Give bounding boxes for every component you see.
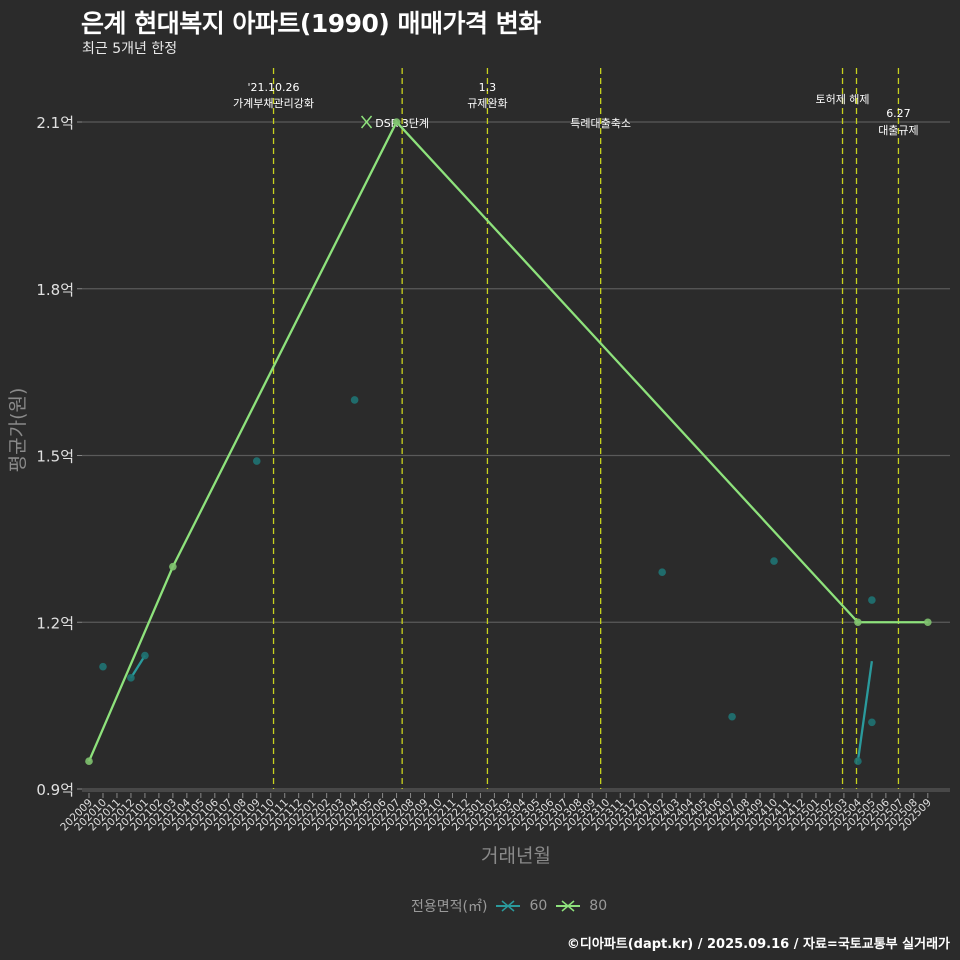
series-60-point: [854, 757, 862, 766]
event-label: 규제완화: [467, 97, 507, 110]
series-60-point: [770, 557, 778, 565]
y-tick-label: 0.9억: [36, 781, 74, 799]
event-label: 특례대출축소: [570, 117, 631, 130]
series-80-point: [169, 562, 177, 571]
source-caption: ©디아파트(dapt.kr) / 2025.09.16 / 자료=국토교통부 실…: [566, 937, 950, 952]
event-label: 대출규제: [878, 124, 918, 137]
series-60-point: [350, 396, 359, 404]
x-axis-title: 거래년월: [481, 845, 551, 867]
event-label: DSR 3단계: [375, 117, 429, 130]
series-60-point: [99, 662, 107, 671]
event-label: 1.3: [479, 81, 497, 94]
series-60-point: [141, 651, 149, 660]
series-60-point: [728, 712, 736, 721]
y-tick-label: 1.8억: [36, 281, 74, 299]
legend-key-80-icon: [556, 900, 581, 912]
chart-subtitle: 최근 5개년 한정: [82, 41, 178, 57]
series-80-point: [392, 118, 401, 126]
legend: 전용면적(㎡) 60 80: [411, 896, 607, 916]
series-60-line: [856, 660, 874, 762]
series-80-point: [924, 618, 932, 627]
y-axis-title: 평균가(원): [7, 388, 29, 473]
series-80-line: [87, 119, 928, 762]
series-60-point: [127, 674, 135, 682]
event-label: 6.27: [886, 107, 911, 120]
series-60-point: [252, 457, 261, 465]
series-60-point: [868, 718, 876, 727]
series-60-line: [129, 654, 146, 679]
legend-key-60-icon: [496, 900, 521, 912]
y-tick-label: 2.1억: [36, 114, 74, 132]
legend-label-80: 80: [589, 898, 608, 914]
event-label: 가계부채관리강화: [233, 97, 314, 110]
series-80-point: [85, 757, 93, 766]
event-label: '21.10.26: [248, 81, 300, 94]
series-60-point: [658, 568, 666, 577]
chart-title: 은계 현대복지 아파트(1990) 매매가격 변화: [81, 9, 541, 38]
y-tick-label: 1.2억: [36, 614, 74, 632]
peak-marker-icon: [360, 115, 373, 129]
legend-label-60: 60: [529, 898, 548, 914]
series-60-point: [868, 596, 876, 604]
series-80-point: [854, 618, 862, 627]
y-tick-label: 1.5억: [36, 448, 74, 466]
legend-title: 전용면적(㎡): [411, 899, 488, 915]
event-label: 토허제 해제: [815, 92, 869, 106]
